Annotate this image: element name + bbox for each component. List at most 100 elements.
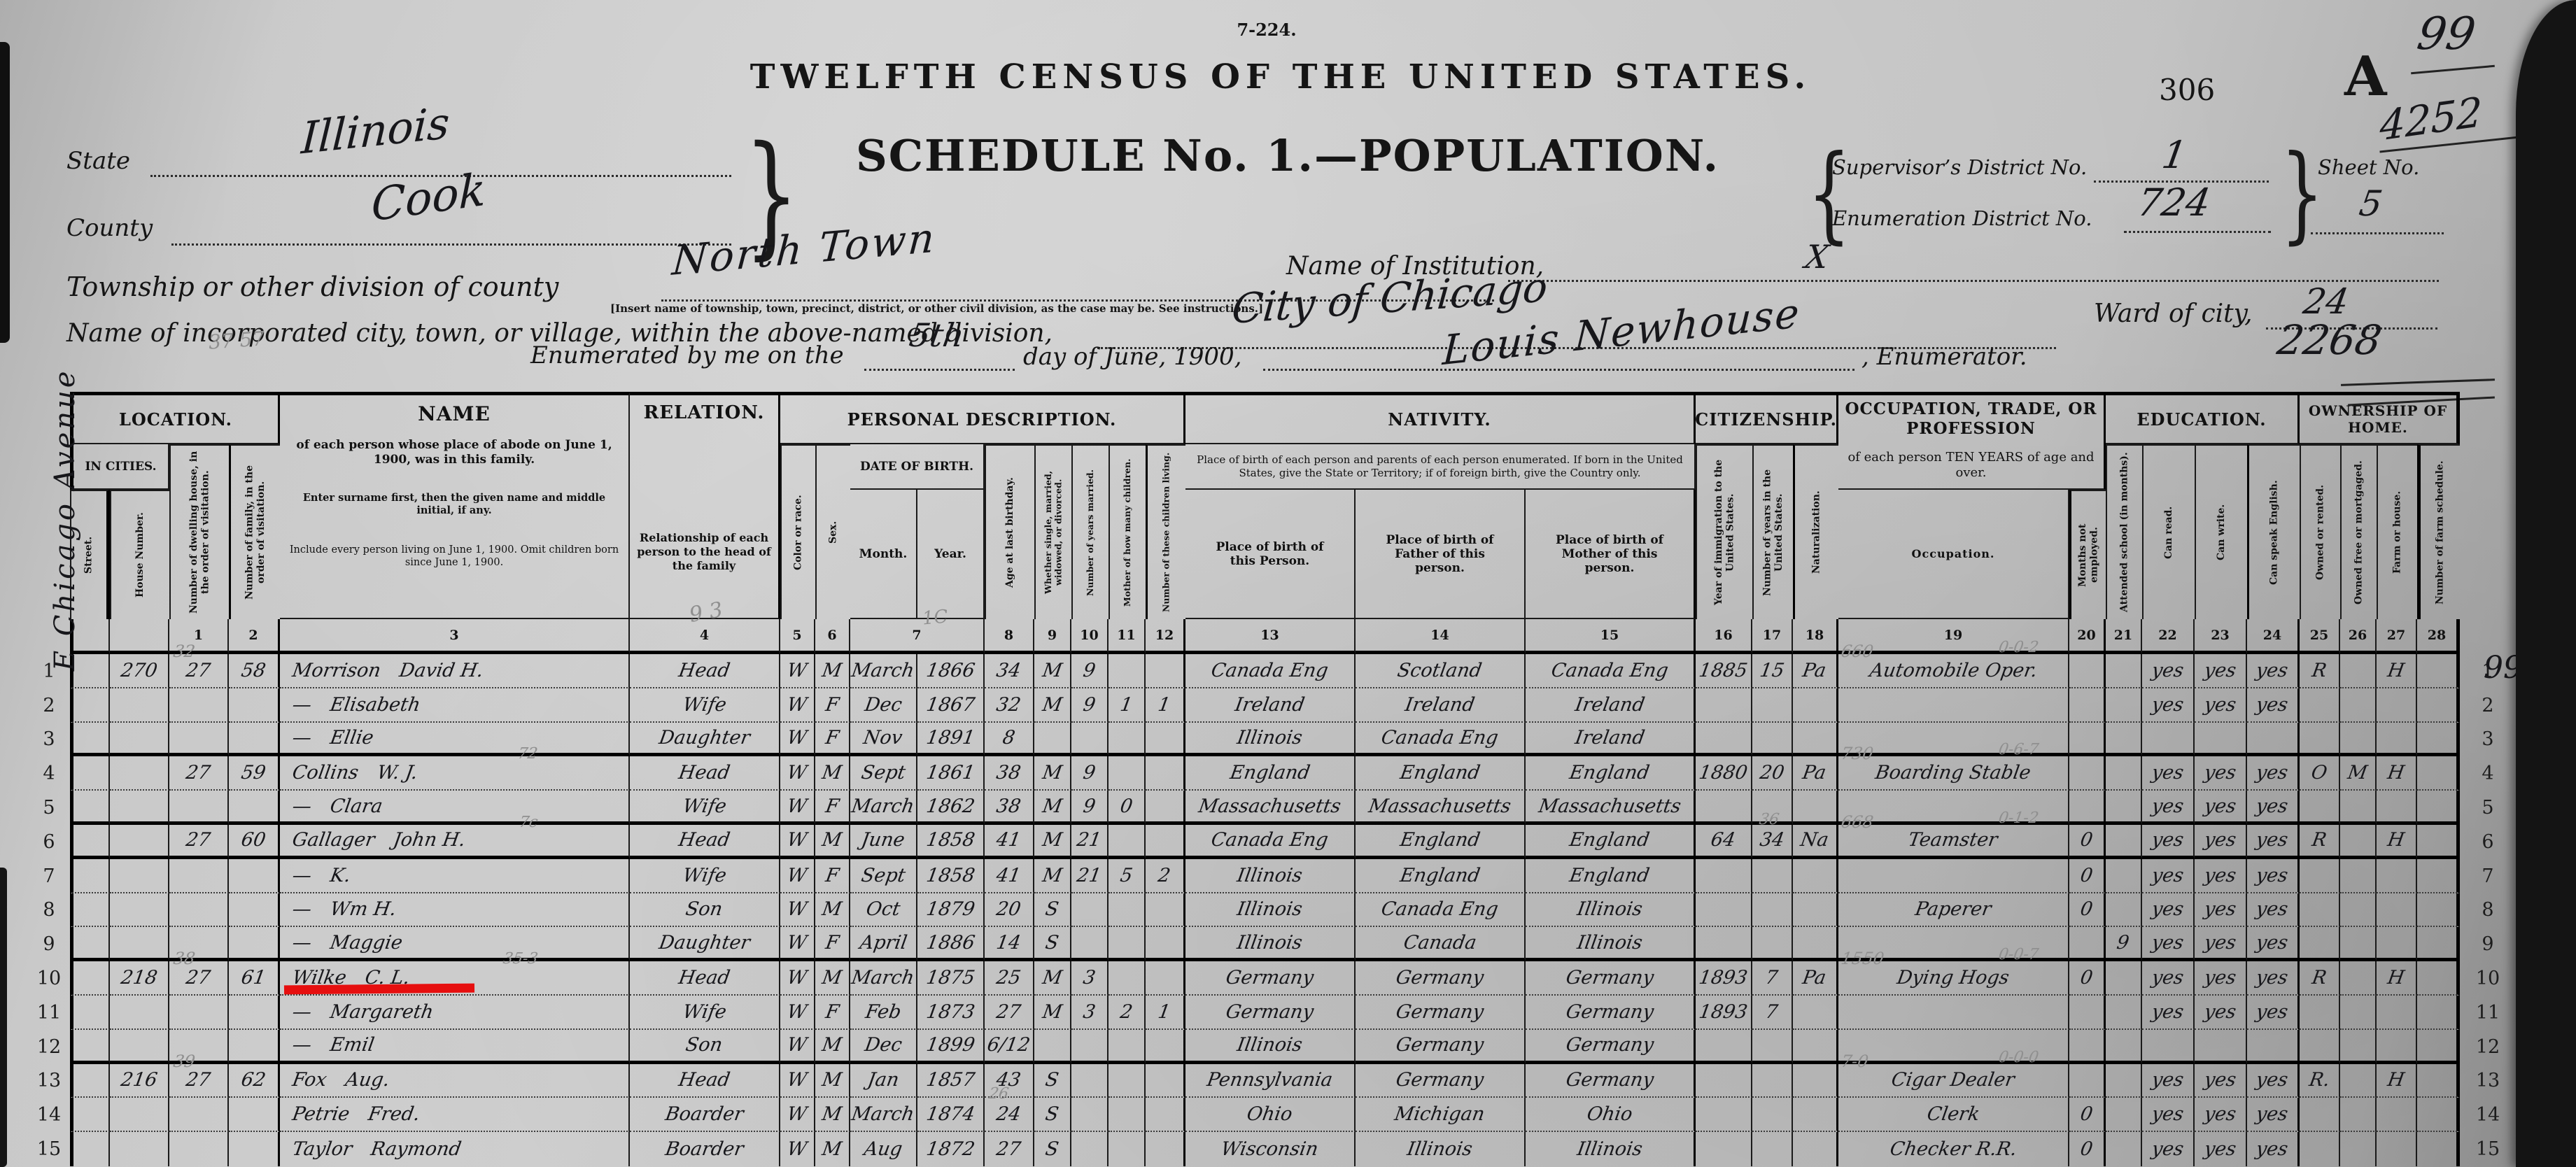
cell-years-us (1752, 1063, 1793, 1098)
cell-marital: M (1034, 756, 1071, 791)
cell-year: 1858 (917, 858, 985, 893)
cell-year: 1873 (917, 995, 985, 1030)
cell-sex: M (815, 893, 850, 928)
cell-family (229, 893, 280, 928)
cell-color: W (780, 722, 815, 757)
cell-birth-mother: England (1526, 824, 1696, 859)
cell-can-speak (2247, 1029, 2300, 1064)
cell-marital: M (1034, 688, 1071, 723)
cell-farm-schedule (2417, 1098, 2460, 1133)
cell-occupation (1838, 1029, 2069, 1064)
cell-school (2106, 1029, 2142, 1064)
cell-marital: M (1034, 654, 1071, 688)
cell-farm-house (2377, 1029, 2417, 1064)
cell-can-speak: yes (2247, 927, 2300, 962)
cell-can-write (2195, 722, 2247, 757)
cell-year: 1899 (917, 1029, 985, 1064)
cell-house (110, 722, 169, 757)
cell-age: 6/12 (985, 1029, 1034, 1064)
supervisor-value: 1 (2159, 133, 2190, 177)
row-number-left: 5 (43, 797, 55, 819)
cell-naturalization: Pa (1793, 961, 1838, 996)
cell-month: March (850, 1098, 917, 1133)
header-dob: DATE OF BIRTH. (850, 444, 985, 490)
cell-birth-person: Wisconsin (1185, 1132, 1356, 1166)
cell-dwelling: 27 (169, 756, 229, 791)
scan-black-edge-left-top (0, 42, 10, 343)
cell-marital: S (1034, 1098, 1071, 1133)
cell-years-married (1071, 1098, 1108, 1133)
cell-color: W (780, 654, 815, 688)
cell-owned (2300, 688, 2340, 723)
cell-school (2106, 1132, 2142, 1166)
stamp-number: 306 (2159, 73, 2216, 107)
cell-birth-mother: Ohio (1526, 1098, 1696, 1133)
cell-street (70, 791, 110, 825)
cell-can-speak: yes (2247, 791, 2300, 825)
cell-farm-house (2377, 791, 2417, 825)
cell-free-mortgaged (2340, 688, 2377, 723)
cell-children-living: 2 (1146, 858, 1185, 893)
cell-farm-house: H (2377, 961, 2417, 996)
cell-months-not-employed: 0 (2069, 1098, 2106, 1133)
cell-can-read: yes (2142, 688, 2195, 723)
cell-family (229, 927, 280, 962)
cell-months-not-employed: 0 (2069, 858, 2106, 893)
cell-birth-father: Scotland (1356, 654, 1526, 688)
header-farm-schedule: Number of farm schedule. (2417, 444, 2460, 619)
cell-street (70, 858, 110, 893)
column-number (70, 619, 110, 654)
cell-immigration: 1880 (1696, 756, 1752, 791)
cell-color: W (780, 688, 815, 723)
cell-sex: F (815, 791, 850, 825)
cell-farm-house (2377, 927, 2417, 962)
cell-can-speak: yes (2247, 688, 2300, 723)
column-number: 14 (1356, 619, 1526, 654)
cell-birth-person: England (1185, 756, 1356, 791)
cell-relation: Head (630, 961, 780, 996)
cell-dwelling (169, 1029, 229, 1064)
cell-sex: M (815, 1132, 850, 1166)
cell-farm-schedule (2417, 722, 2460, 757)
cell-birth-mother: Illinois (1526, 927, 1696, 962)
pencil-annotation: 39 (171, 1051, 197, 1071)
row-number-right: 12 (2475, 1035, 2500, 1058)
cell-color: W (780, 756, 815, 791)
cell-school (2106, 688, 2142, 723)
cell-owned: O (2300, 756, 2340, 791)
header-dwelling: Number of dwelling house, in the order o… (169, 444, 229, 619)
cell-children-living (1146, 1132, 1185, 1166)
header-house-number: House Number. (110, 490, 169, 619)
cell-years-married: 3 (1071, 961, 1108, 996)
header-nativity-note: Place of birth of each person and parent… (1185, 444, 1696, 490)
cell-name: Petrie Fred. (280, 1098, 630, 1133)
cell-marital: M (1034, 858, 1071, 893)
cell-school (2106, 654, 2142, 688)
cell-street (70, 995, 110, 1030)
header-year: Year. (917, 490, 985, 619)
supervisor-line (2094, 181, 2269, 183)
cell-can-speak: yes (2247, 893, 2300, 928)
cell-house (110, 1029, 169, 1064)
scan-black-edge-left-bottom (0, 868, 7, 1167)
cell-farm-house: H (2377, 824, 2417, 859)
cell-naturalization (1793, 722, 1838, 757)
pencil-annotation: 1550 (1839, 949, 1886, 969)
pencil-annotation: 26 (987, 1085, 1010, 1103)
cell-dwelling (169, 927, 229, 962)
column-number: 21 (2106, 619, 2142, 654)
side-number-underline1 (2341, 379, 2495, 386)
cell-children-living: 1 (1146, 688, 1185, 723)
cell-owned (2300, 995, 2340, 1030)
cell-immigration: 1893 (1696, 961, 1752, 996)
row-number-right: 10 (2475, 968, 2500, 990)
cell-farm-house (2377, 995, 2417, 1030)
cell-immigration (1696, 1029, 1752, 1064)
row-number-right: 7 (2482, 865, 2494, 887)
cell-can-read: yes (2142, 961, 2195, 996)
cell-can-speak: yes (2247, 1098, 2300, 1133)
cell-street (70, 824, 110, 859)
cell-sex: M (815, 1063, 850, 1098)
cell-can-write: yes (2195, 1098, 2247, 1133)
cell-years-married: 9 (1071, 756, 1108, 791)
